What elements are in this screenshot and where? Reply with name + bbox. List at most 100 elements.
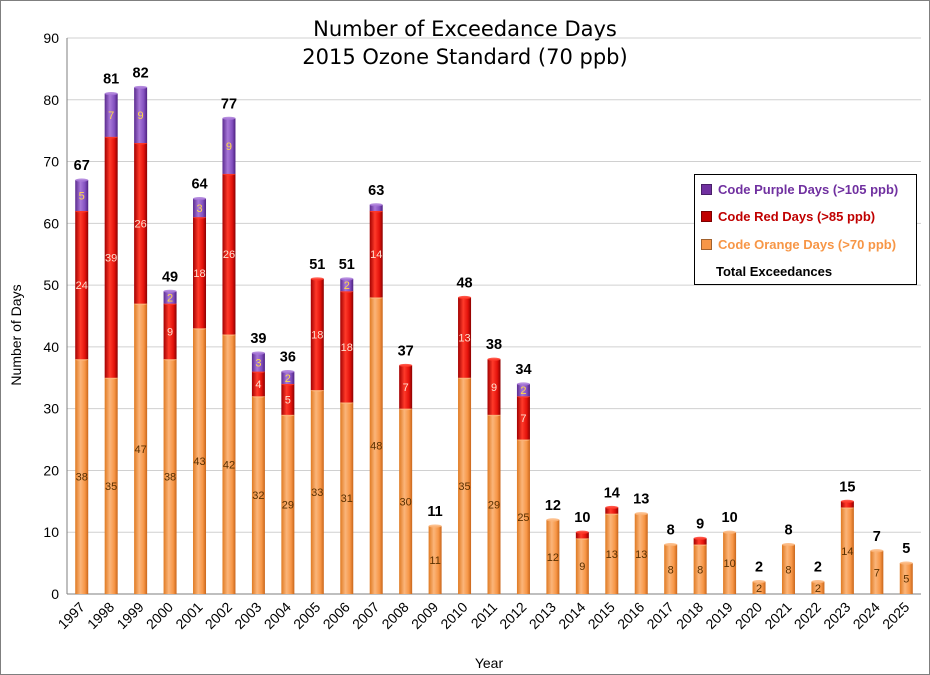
total-label: 8 [784, 523, 792, 539]
x-axis-ticks: 1997199819992000200120022003200420052006… [55, 599, 913, 632]
bar-segment-orange [516, 439, 530, 594]
bar-cap-orange [634, 512, 648, 516]
bar-cap-red [575, 530, 589, 534]
bar-cap-orange [811, 580, 825, 584]
bar-segment-purple [281, 371, 295, 384]
chart-title-line-2: 2015 Ozone Standard (70 ppb) [302, 45, 627, 69]
bar-group-2021: 88 [781, 523, 795, 594]
segment-label-red: 7 [403, 382, 409, 394]
bar-cap-orange [870, 549, 884, 553]
bar-segment-orange [899, 563, 913, 594]
total-label: 14 [604, 486, 620, 502]
x-tick-label: 2017 [643, 599, 676, 632]
total-label: 13 [633, 492, 649, 508]
bar-segment-orange [664, 544, 678, 594]
bar-segment-red [458, 297, 472, 378]
total-label: 15 [839, 479, 855, 495]
x-tick-label: 2024 [850, 599, 883, 632]
bar-cap-orange [899, 561, 913, 565]
bar-segment-orange [781, 544, 795, 594]
bar-cap-purple [193, 197, 207, 201]
bar-segment-red [75, 210, 89, 360]
bar-cap-purple [163, 289, 177, 293]
bar-segment-orange [546, 519, 560, 594]
x-tick-label: 2005 [290, 599, 323, 632]
segment-label-orange: 33 [311, 487, 323, 499]
segment-label-purple: 9 [226, 141, 232, 153]
segment-label-orange: 38 [164, 472, 176, 484]
bar-cap-purple [251, 351, 265, 355]
bar-group-2008: 30 7 37 [398, 343, 414, 594]
bar-segment-orange [222, 334, 236, 594]
segment-label-red: 5 [285, 394, 291, 406]
bar-segment-red [193, 217, 207, 329]
bar-cap-orange [664, 542, 678, 547]
y-tick-label: 10 [43, 524, 59, 540]
segment-label-orange: 2 [815, 583, 821, 595]
total-label: 12 [545, 498, 561, 514]
bar-segment-red [222, 173, 236, 335]
bar-segment-orange [369, 297, 383, 594]
bar-cap-red [605, 505, 619, 510]
bar-segment-red [340, 291, 354, 403]
segment-label-orange: 47 [134, 444, 146, 456]
total-label: 67 [74, 158, 90, 174]
bar-group-1999: 47 26 9 82 [133, 65, 149, 594]
bar-segment-purple [516, 383, 530, 397]
bar-cap-red [840, 499, 854, 503]
y-axis-ticks: 0 10 20 30 40 50 60 70 80 90 [43, 30, 59, 602]
total-label: 10 [574, 510, 590, 526]
x-tick-label: 2025 [879, 599, 912, 632]
segment-label-orange: 11 [429, 555, 440, 567]
bar-group-2015: 13 14 [604, 486, 620, 594]
bar-group-2012: 25 7 2 34 [515, 362, 532, 594]
bar-segment-orange [104, 377, 118, 594]
segment-label-orange: 30 [400, 496, 412, 508]
bar-group-2024: 77 [870, 529, 884, 594]
bar-cap-purple [281, 370, 295, 374]
bar-group-2006: 31 18 2 51 [339, 257, 355, 594]
segment-label-orange: 25 [517, 512, 529, 524]
bar-cap-purple [75, 178, 89, 182]
bar-cap-purple [340, 277, 354, 281]
bar-segment-orange [870, 550, 884, 594]
x-tick-label: 2006 [320, 599, 353, 632]
bar-cap-orange [781, 542, 795, 547]
legend-swatch-purple [701, 183, 712, 195]
total-label: 49 [162, 269, 178, 285]
y-axis-label: Number of Days [8, 284, 24, 385]
bar-segment-orange [723, 532, 737, 594]
bar-segment-orange [458, 377, 472, 594]
x-tick-label: 1998 [84, 599, 117, 632]
total-label: 36 [280, 350, 296, 366]
x-tick-label: 2001 [172, 599, 205, 632]
x-tick-label: 2012 [496, 599, 529, 632]
total-label: 38 [486, 337, 502, 353]
x-tick-label: 2000 [143, 599, 176, 632]
bar-cap-orange [428, 524, 442, 528]
x-tick-label: 2018 [673, 599, 706, 632]
bar-segment-orange [251, 396, 265, 594]
segment-label-purple: 2 [167, 292, 173, 304]
bar-group-2004: 29 5 2 36 [280, 350, 296, 594]
segment-label-red: 18 [311, 330, 323, 342]
segment-label-orange: 35 [105, 481, 117, 493]
bar-segment-orange [163, 359, 177, 594]
bar-segment-red [840, 501, 854, 508]
segment-label-red: 13 [458, 333, 470, 345]
bar-segment-orange [634, 513, 648, 594]
bar-segment-red [163, 303, 177, 360]
segment-label-orange: 7 [874, 567, 880, 579]
segment-label-red: 18 [341, 342, 353, 354]
bar-segment-purple [134, 87, 148, 144]
segment-label-red: 24 [76, 280, 88, 292]
bar-segment-purple [369, 204, 383, 211]
segment-label-orange: 35 [458, 481, 470, 493]
bar-segment-orange [310, 390, 324, 594]
total-label: 34 [515, 362, 531, 378]
total-label: 82 [133, 65, 149, 81]
segment-label-orange: 38 [76, 472, 88, 484]
legend-swatch-red [701, 210, 712, 222]
segment-label-orange: 29 [488, 499, 500, 511]
